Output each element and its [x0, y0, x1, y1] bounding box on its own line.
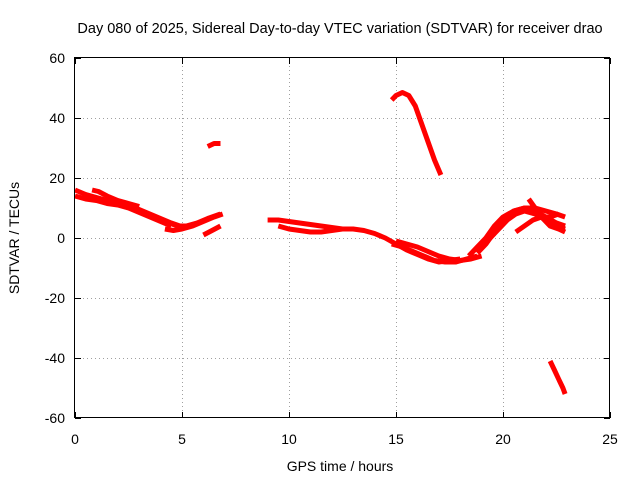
y-tick-label: -20	[45, 290, 65, 306]
series-track-18	[547, 359, 568, 395]
series-track-2	[74, 193, 173, 229]
x-tick-label: 25	[602, 431, 618, 447]
x-tick-label: 15	[388, 431, 404, 447]
x-axis-label: GPS time / hours	[287, 458, 394, 474]
series-track-7	[206, 141, 221, 149]
series-track-17	[526, 197, 567, 235]
y-tick-label: 60	[49, 50, 65, 66]
series-track-15	[479, 208, 566, 249]
axis-ticks: 0 5 10 15 20 25 -60 -40 -20 0 20 40 60	[45, 50, 618, 447]
y-tick-label: -60	[45, 410, 65, 426]
data-series	[74, 90, 568, 395]
x-tick-label: 0	[71, 431, 79, 447]
y-tick-label: 0	[57, 230, 65, 246]
series-track-12	[389, 90, 444, 176]
y-axis-label: SDTVAR / TECUs	[6, 182, 22, 294]
plot-frame	[74, 57, 610, 418]
grid-lines	[75, 58, 610, 418]
chart-title: Day 080 of 2025, Sidereal Day-to-day VTE…	[77, 21, 602, 37]
series-track-8	[267, 217, 461, 265]
series-track-5	[168, 211, 222, 229]
x-tick-label: 5	[178, 431, 186, 447]
y-tick-label: 40	[49, 110, 65, 126]
series-track-11	[395, 238, 483, 263]
x-tick-label: 10	[281, 431, 297, 447]
series-track-3	[91, 187, 140, 209]
y-tick-label: -40	[45, 350, 65, 366]
series-track-16	[514, 211, 560, 235]
series-track-9	[277, 223, 354, 235]
x-tick-label: 20	[495, 431, 511, 447]
y-tick-label: 20	[49, 170, 65, 186]
series-track-6	[202, 223, 222, 238]
